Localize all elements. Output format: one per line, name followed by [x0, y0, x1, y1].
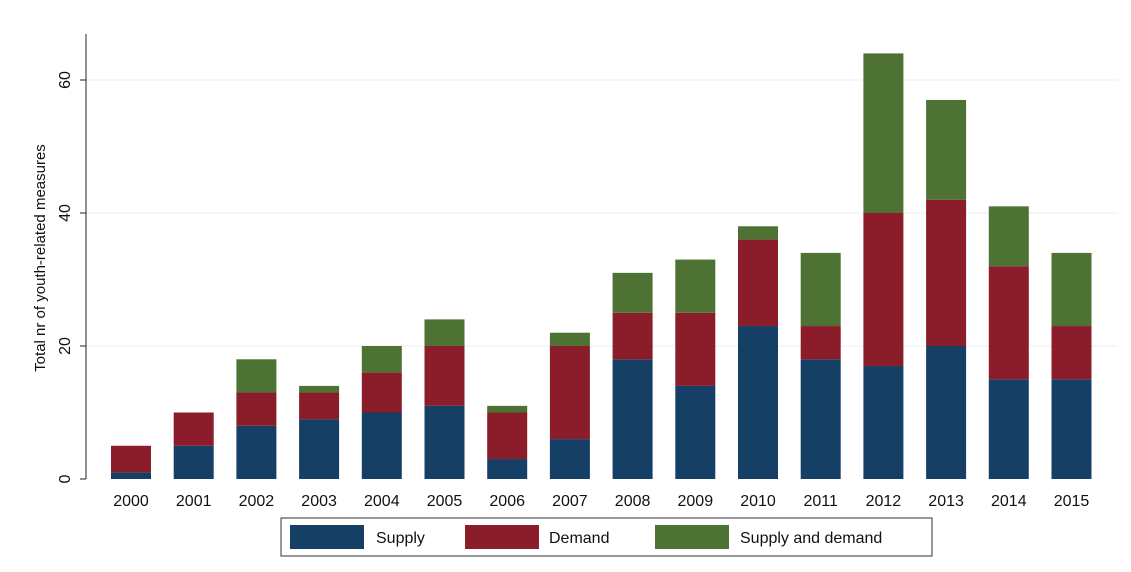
legend: Supply Demand Supply and demand [280, 517, 933, 557]
bar-2006-demand [487, 412, 528, 460]
bar-2007-demand [549, 346, 590, 440]
bar-2000-supply [111, 472, 151, 479]
legend-swatch-supply [290, 525, 364, 549]
x-tick-label: 2003 [301, 493, 337, 510]
bar-2006-supply [487, 459, 528, 479]
y-tick-labels: 0 20 40 60 [57, 71, 74, 483]
bar-2004-demand [361, 372, 402, 413]
y-tick-label: 20 [57, 337, 74, 355]
y-axis-title: Total nr of youth-related measures [32, 144, 49, 372]
bar-2013-supply [926, 346, 967, 479]
bar-2007-supply [549, 439, 590, 479]
x-tick-label: 2014 [991, 493, 1027, 510]
bar-2015-supply [1051, 379, 1092, 479]
x-tick-label: 2000 [113, 493, 149, 510]
bar-2014-supply-and-demand [988, 206, 1029, 267]
bar-2003-supply-and-demand [299, 385, 340, 393]
y-tick-label: 40 [57, 204, 74, 222]
bar-2012-demand [863, 213, 904, 366]
bar-2012-supply-and-demand [863, 53, 904, 214]
bar-2006-supply-and-demand [487, 405, 528, 413]
bar-2007-supply-and-demand [549, 332, 590, 346]
x-tick-label: 2002 [239, 493, 275, 510]
legend-swatch-supply-and-demand [655, 525, 729, 549]
bar-2001-demand [173, 412, 214, 446]
legend-swatch-demand [465, 525, 539, 549]
bars [111, 53, 1092, 479]
x-tick-label: 2005 [427, 493, 463, 510]
bar-2012-supply [863, 365, 904, 479]
bar-2005-supply [424, 405, 465, 479]
bar-2015-demand [1051, 326, 1092, 380]
legend-label: Supply [376, 530, 425, 547]
legend-box [280, 517, 933, 557]
x-tick-label: 2010 [740, 493, 776, 510]
x-tick-label: 2008 [615, 493, 651, 510]
bar-2011-supply-and-demand [800, 252, 841, 327]
bar-2008-demand [612, 312, 653, 360]
bar-2005-demand [424, 346, 465, 406]
bar-2002-supply-and-demand [236, 359, 277, 393]
bar-2002-supply [236, 425, 277, 479]
bar-2015-supply-and-demand [1051, 252, 1092, 327]
x-tick-label: 2001 [176, 493, 212, 510]
bar-2009-supply-and-demand [675, 259, 716, 313]
y-tick-label: 60 [57, 71, 74, 89]
bar-2005-supply-and-demand [424, 319, 465, 346]
axes [80, 34, 87, 480]
bar-2003-demand [299, 392, 340, 420]
legend-label: Demand [549, 530, 609, 547]
x-tick-label: 2006 [489, 493, 525, 510]
bar-2014-demand [988, 266, 1029, 380]
x-tick-label: 2004 [364, 493, 400, 510]
bar-2010-supply-and-demand [738, 226, 778, 240]
bar-2001-supply [173, 445, 214, 479]
bar-2013-demand [926, 199, 967, 346]
x-tick-label: 2007 [552, 493, 588, 510]
bar-2011-demand [800, 326, 841, 360]
bar-2013-supply-and-demand [926, 99, 967, 200]
bar-2008-supply-and-demand [612, 272, 653, 313]
bar-2008-supply [612, 359, 653, 479]
bar-2009-demand [675, 312, 716, 386]
bar-2010-supply [738, 326, 778, 479]
bar-2003-supply [299, 419, 340, 479]
x-tick-label: 2011 [803, 493, 838, 510]
bar-2000-demand [111, 445, 151, 473]
x-tick-labels: 2000 2001 2002 2003 2004 2005 2006 2007 2008 2009… [113, 493, 1089, 510]
bar-2011-supply [800, 359, 841, 479]
x-tick-label: 2015 [1054, 493, 1090, 510]
x-tick-label: 2009 [678, 493, 714, 510]
bar-2010-demand [738, 239, 778, 327]
x-tick-label: 2012 [866, 493, 902, 510]
bar-2014-supply [988, 379, 1029, 479]
y-tick-label: 0 [57, 474, 74, 483]
bar-2004-supply [361, 412, 402, 479]
legend-label: Supply and demand [740, 530, 882, 547]
bar-2009-supply [675, 385, 716, 479]
bar-2002-demand [236, 392, 277, 426]
bar-2004-supply-and-demand [361, 346, 402, 373]
x-tick-label: 2013 [928, 493, 964, 510]
